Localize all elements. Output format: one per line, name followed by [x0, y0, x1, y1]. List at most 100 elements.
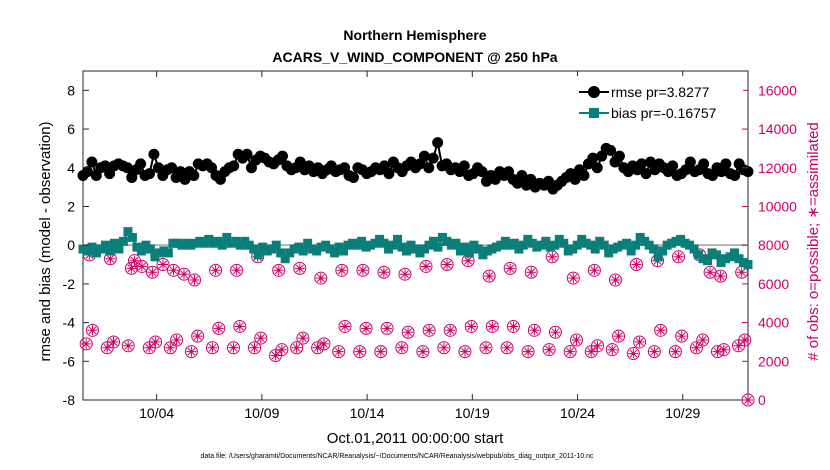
obs-assimilated-marker — [231, 265, 242, 276]
obs-possible-marker — [317, 337, 331, 351]
rmse-series — [77, 137, 754, 195]
obs-possible-marker — [107, 335, 121, 349]
obs-possible-marker — [356, 263, 370, 277]
legend-bias-label: bias pr=-0.16757 — [611, 105, 717, 121]
obs-possible-marker — [717, 343, 731, 357]
obs-assimilated-marker — [544, 344, 555, 355]
obs-possible-marker — [672, 250, 686, 264]
obs-assimilated-marker — [733, 340, 744, 351]
obs-assimilated-marker — [189, 275, 200, 285]
y-tick-label: 8 — [67, 82, 75, 98]
obs-assimilated-marker — [550, 327, 561, 338]
bias-point — [590, 244, 600, 254]
obs-assimilated-marker — [523, 346, 534, 357]
y-right-tick-label: 10000 — [758, 198, 797, 214]
obs-assimilated-marker — [481, 342, 491, 353]
obs-assimilated-marker — [442, 259, 453, 270]
obs-assimilated-marker — [438, 342, 449, 353]
legend-rmse-label: rmse pr=3.8277 — [611, 84, 710, 100]
obs-assimilated-marker — [655, 325, 666, 336]
obs-possible-marker — [675, 329, 689, 343]
obs-assimilated-marker — [315, 273, 326, 284]
obs-assimilated-marker — [502, 342, 512, 353]
bias-point — [145, 244, 155, 254]
obs-assimilated-marker — [691, 342, 702, 353]
obs-possible-marker — [500, 341, 514, 355]
y-axis-right-label: # of obs: o=possible; ∗=assimilated — [805, 122, 822, 361]
y-tick-label: 4 — [67, 160, 75, 176]
y-right-tick-label: 14000 — [758, 121, 797, 137]
obs-assimilated-marker — [673, 251, 684, 262]
obs-possible-marker — [359, 321, 373, 335]
rmse-point — [148, 148, 160, 160]
obs-possible-marker — [587, 263, 601, 277]
obs-assimilated-marker — [445, 325, 456, 336]
rmse-point — [605, 144, 617, 156]
obs-possible-marker — [293, 261, 307, 275]
obs-possible-marker — [233, 319, 247, 333]
obs-assimilated-marker — [670, 346, 681, 357]
obs-possible-marker — [226, 341, 240, 355]
obs-assimilated-marker — [168, 265, 179, 276]
obs-assimilated-marker — [336, 265, 347, 276]
obs-possible-marker — [380, 321, 394, 335]
obs-possible-marker — [191, 329, 205, 343]
legend-rmse-marker — [588, 86, 600, 98]
obs-assimilated-marker — [505, 263, 516, 274]
obs-possible-marker — [205, 341, 219, 355]
obs-possible-marker — [419, 259, 433, 273]
obs-possible-marker — [275, 343, 289, 357]
obs-assimilated-marker — [186, 346, 197, 357]
y-tick-label: 0 — [67, 237, 75, 253]
x-tick-label: 10/04 — [139, 405, 174, 421]
obs-possible-marker — [398, 267, 412, 281]
y-tick-label: -6 — [63, 353, 76, 369]
bias-point — [743, 260, 753, 270]
obs-possible-marker — [401, 325, 415, 339]
y-axis-right: 0 2000 4000 6000 8000 10000 12000 14000 16000 — [742, 82, 797, 408]
obs-assimilated-marker — [631, 259, 642, 270]
obs-assimilated-marker — [126, 263, 137, 274]
obs-possible-marker — [633, 335, 647, 349]
x-axis: 10/04 10/09 10/14 10/19 10/24 10/29 — [139, 71, 700, 421]
chart-title: Northern Hemisphere — [343, 27, 486, 43]
rmse-point — [144, 168, 155, 180]
bias-point — [298, 246, 308, 256]
obs-assimilated-marker — [213, 323, 224, 334]
y-right-tick-label: 6000 — [758, 276, 789, 292]
rmse-point — [427, 152, 439, 164]
y-right-tick-label: 0 — [758, 392, 766, 408]
obs-assimilated-marker — [375, 346, 386, 357]
bias-point — [464, 248, 474, 258]
obs-assimilated-marker — [87, 325, 98, 336]
obs-assimilated-marker — [718, 344, 729, 355]
obs-assimilated-marker — [424, 325, 435, 336]
bias-point — [631, 240, 641, 250]
obs-possible-marker — [738, 333, 752, 347]
obs-possible-marker — [608, 273, 622, 287]
obs-possible-marker — [521, 345, 535, 359]
obs-assimilated-marker — [210, 265, 221, 276]
obs-possible-marker — [374, 345, 388, 359]
obs-assimilated-marker — [276, 344, 287, 355]
obs-assimilated-marker — [628, 348, 639, 359]
bias-point — [105, 246, 115, 256]
obs-assimilated-marker — [354, 346, 365, 357]
obs-possible-marker — [542, 343, 556, 357]
obs-assimilated-marker — [715, 271, 726, 282]
obs-assimilated-marker — [634, 336, 645, 347]
obs-possible-marker — [335, 263, 349, 277]
y-axis-left: -8 -6 -4 -2 0 2 4 6 8 — [63, 82, 89, 408]
obs-assimilated-marker — [150, 336, 161, 347]
obs-possible-marker — [254, 331, 268, 345]
rmse-point — [667, 160, 679, 172]
obs-assimilated-marker — [487, 321, 498, 332]
obs-possible-marker — [524, 265, 538, 279]
obs-possible-marker — [612, 329, 626, 343]
rmse-point — [742, 166, 754, 178]
obs-possible-marker — [135, 259, 149, 273]
bias-point — [271, 240, 281, 250]
obs-assimilated-marker — [739, 335, 750, 345]
obs-assimilated-marker — [297, 333, 308, 344]
